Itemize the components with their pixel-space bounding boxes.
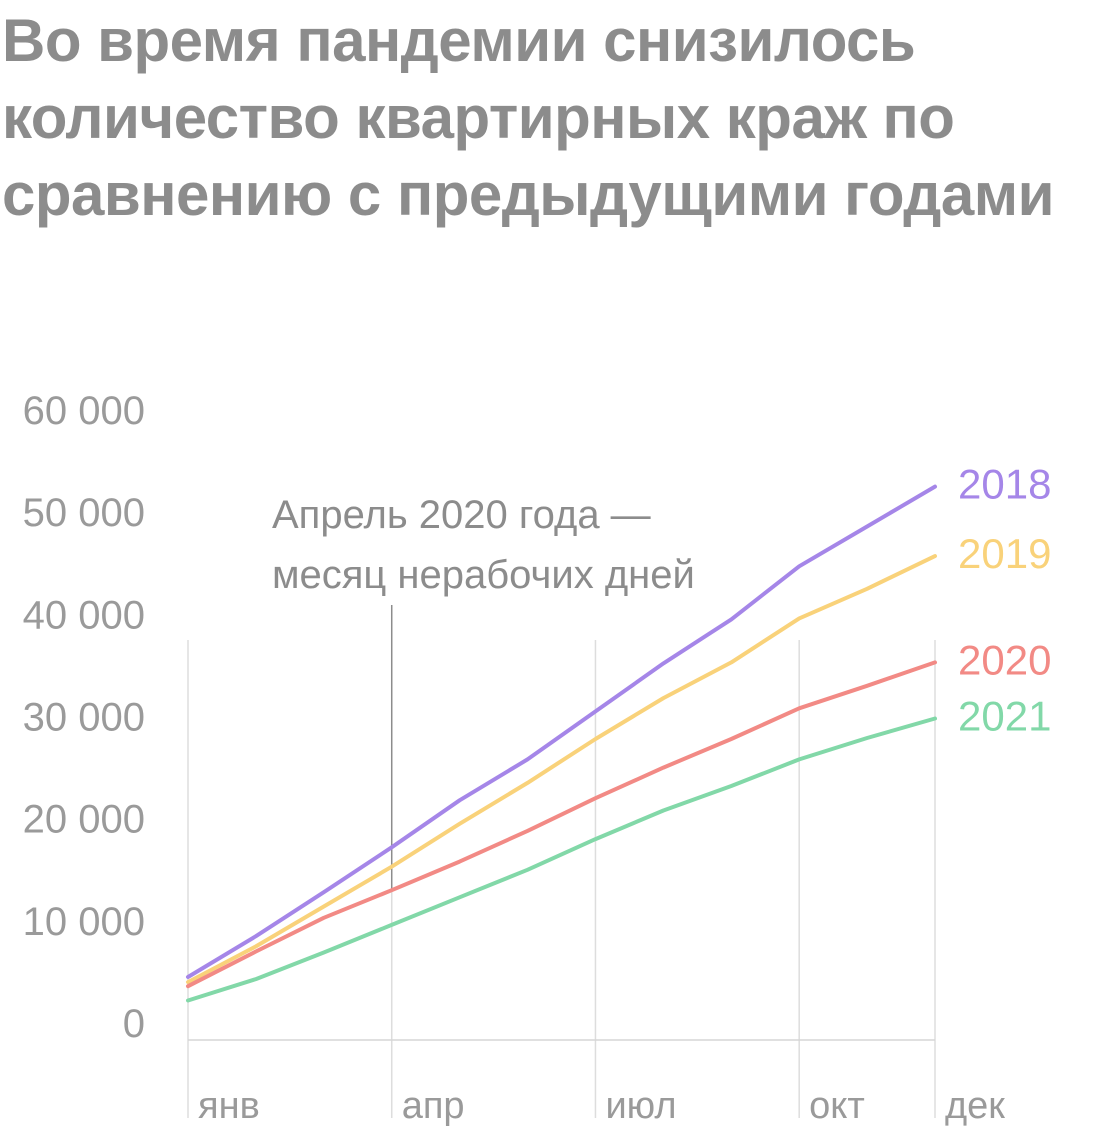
series-lines [186, 484, 937, 1003]
y-tick-label-3: 30 000 [23, 696, 145, 740]
vertical-gridlines [187, 640, 936, 1118]
series-line-2021 [186, 716, 937, 1003]
series-line-2018 [186, 484, 937, 979]
series-label-2018: 2018 [958, 461, 1051, 508]
series-line-2020 [186, 660, 937, 989]
x-tick-label-4: дек [945, 1085, 1005, 1127]
x-tick-label-2: июл [605, 1085, 676, 1127]
series-labels: 2018 2019 2020 2021 [958, 461, 1051, 740]
series-label-2019: 2019 [958, 530, 1051, 577]
annotation: Апрель 2020 года — месяц нерабочих дней [272, 493, 695, 891]
series-line-2019 [186, 554, 937, 985]
y-tick-label-2: 20 000 [23, 798, 145, 842]
x-tick-label-3: окт [809, 1085, 865, 1127]
y-tick-label-1: 10 000 [23, 900, 145, 944]
y-tick-label-4: 40 000 [23, 593, 145, 637]
x-axis-tick-labels: янв апр июл окт дек [198, 1085, 1005, 1127]
y-tick-label-6: 60 000 [23, 389, 145, 433]
series-label-2020: 2020 [958, 636, 1051, 683]
x-tick-label-0: янв [198, 1085, 260, 1127]
chart-title: Во время пандемии снизилось количество к… [2, 7, 1054, 228]
y-tick-label-5: 50 000 [23, 491, 145, 535]
x-tick-label-1: апр [402, 1085, 465, 1127]
y-tick-label-0: 0 [123, 1002, 145, 1046]
series-label-2021: 2021 [958, 693, 1051, 740]
y-axis-tick-labels: 0 10 000 20 000 30 000 40 000 50 000 60 000 [23, 389, 145, 1046]
annotation-text-line-1: месяц нерабочих дней [272, 553, 695, 597]
annotation-text-line-0: Апрель 2020 года — [272, 493, 651, 537]
